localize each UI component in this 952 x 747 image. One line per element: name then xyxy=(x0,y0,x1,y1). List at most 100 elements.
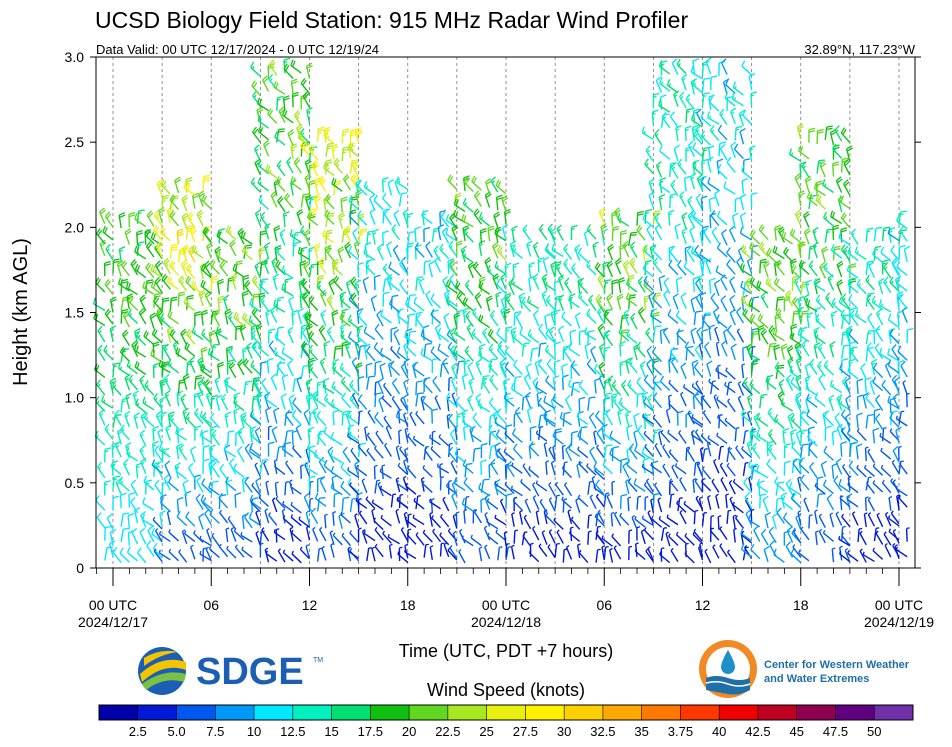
colorbar-label: 10 xyxy=(247,724,261,739)
wind-barb xyxy=(740,543,753,558)
wind-barb xyxy=(145,241,155,258)
wind-barb xyxy=(471,328,482,344)
wind-barb xyxy=(692,211,703,227)
wind-barb xyxy=(706,360,713,377)
wind-barb xyxy=(662,444,671,459)
wind-barb xyxy=(609,448,622,463)
wind-barb xyxy=(210,394,219,410)
wind-barb xyxy=(234,492,242,508)
wind-barb xyxy=(685,446,690,461)
wind-barb xyxy=(305,544,311,559)
wind-barb xyxy=(854,246,867,261)
wind-barb xyxy=(543,411,556,425)
wind-barb xyxy=(305,461,319,476)
wind-barb xyxy=(381,395,392,408)
wind-barb xyxy=(414,226,421,242)
wind-barb xyxy=(227,515,237,530)
wind-barb xyxy=(891,459,900,474)
wind-barb xyxy=(702,395,712,409)
wind-barb xyxy=(891,344,900,361)
wind-barb xyxy=(794,209,802,226)
wind-barb xyxy=(126,546,139,562)
wind-barb xyxy=(553,341,561,357)
wind-barb xyxy=(545,512,556,526)
wind-barb xyxy=(887,359,900,374)
wind-barb xyxy=(161,361,169,377)
wind-barb xyxy=(461,373,469,390)
wind-barb xyxy=(719,144,728,161)
wind-barb xyxy=(774,362,785,378)
wind-barb xyxy=(439,532,450,546)
wind-barb xyxy=(835,458,843,475)
wind-barb xyxy=(619,512,630,526)
wind-barb xyxy=(371,499,384,511)
wind-barb xyxy=(748,73,756,90)
wind-barb xyxy=(803,227,811,245)
wind-barb xyxy=(629,241,638,258)
wind-barb xyxy=(676,58,687,75)
wind-barb xyxy=(689,226,696,243)
wind-barb xyxy=(872,376,884,392)
wind-barb xyxy=(194,374,203,390)
wind-barb xyxy=(253,376,261,393)
wind-barb xyxy=(553,309,561,325)
wind-barb xyxy=(381,464,386,480)
wind-barb xyxy=(382,208,391,224)
wind-barb xyxy=(782,428,790,444)
wind-barb xyxy=(344,241,352,259)
wind-barb xyxy=(240,412,247,429)
wind-barb xyxy=(586,358,597,375)
wind-barb xyxy=(316,275,324,291)
wind-barb xyxy=(407,432,417,447)
wind-barb xyxy=(254,209,262,226)
wind-barb xyxy=(732,514,737,530)
wind-barb xyxy=(131,527,139,545)
wind-barb xyxy=(840,309,851,325)
wind-barb xyxy=(258,246,266,263)
wind-barb xyxy=(720,477,728,492)
wind-barb xyxy=(716,396,728,408)
wind-barb xyxy=(642,413,654,425)
wind-barb xyxy=(478,482,491,497)
wind-barb xyxy=(816,128,824,144)
wind-barb xyxy=(201,194,212,210)
colorbar-swatch xyxy=(292,705,333,720)
wind-barb xyxy=(422,464,433,478)
wind-barb xyxy=(478,314,491,329)
wind-barb xyxy=(152,425,159,442)
wind-barb xyxy=(693,509,699,525)
wind-barb xyxy=(237,427,245,445)
wind-barb xyxy=(486,518,499,530)
wind-barb xyxy=(396,346,409,361)
wind-barb xyxy=(892,393,900,410)
wind-barb xyxy=(693,528,704,542)
wind-barb xyxy=(906,327,914,344)
wind-barb xyxy=(695,292,704,310)
wind-barb xyxy=(150,264,163,278)
wind-barb xyxy=(692,58,700,74)
wind-barb xyxy=(454,280,466,296)
wind-barb xyxy=(746,257,754,274)
wind-barb xyxy=(407,231,416,246)
wind-barb xyxy=(234,544,245,558)
wind-barb xyxy=(725,367,736,380)
wind-barb xyxy=(134,213,147,227)
wind-barb xyxy=(756,465,769,479)
wind-barb xyxy=(537,257,545,273)
wind-barb xyxy=(374,323,384,340)
wind-barb xyxy=(453,198,466,213)
wind-barbs xyxy=(92,57,914,564)
data-valid-label: Data Valid: 00 UTC 12/17/2024 - 0 UTC 12… xyxy=(96,42,379,57)
wind-barb xyxy=(142,497,155,511)
wind-barb xyxy=(729,308,736,326)
wind-barb xyxy=(829,379,843,394)
wind-barb xyxy=(275,245,286,261)
wind-barb xyxy=(790,429,797,445)
wind-barb xyxy=(548,326,556,343)
wind-barb xyxy=(167,358,179,374)
wind-barb xyxy=(535,430,548,442)
wind-barb xyxy=(849,341,857,357)
wind-barb xyxy=(339,362,351,378)
wind-barb xyxy=(387,534,400,545)
wind-barb xyxy=(695,124,704,142)
